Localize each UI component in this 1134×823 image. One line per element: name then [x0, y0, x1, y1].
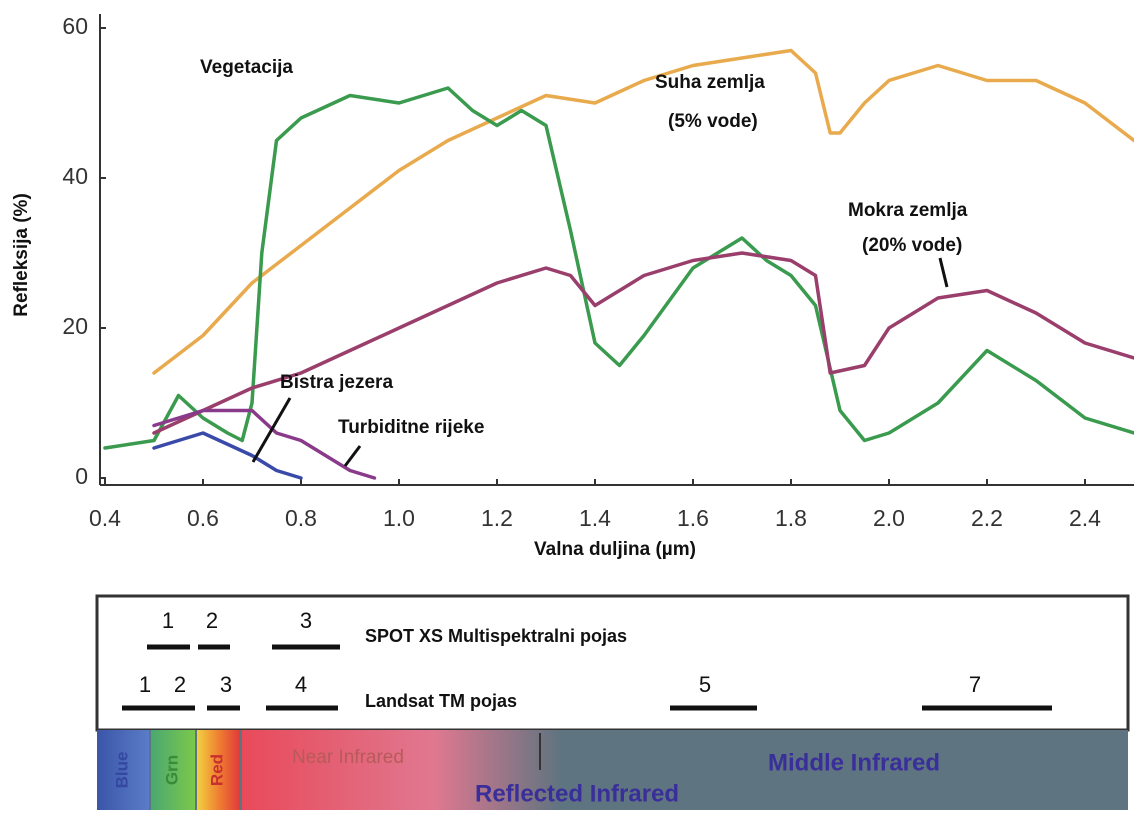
landsat-band-number: 3: [220, 672, 232, 697]
landsat-label: Landsat TM pojas: [365, 691, 517, 711]
spectrum-blue: [97, 730, 149, 810]
spot-band-number: 1: [162, 608, 174, 633]
x-tick-label: 0.6: [187, 505, 219, 531]
region-label: Grn: [162, 755, 181, 785]
x-tick-label: 1.0: [383, 505, 415, 531]
x-tick-label: 1.4: [579, 505, 611, 531]
region-label: Reflected Infrared: [475, 780, 679, 807]
x-tick-label: 2.0: [873, 505, 905, 531]
annotation: Turbiditne rijeke: [338, 417, 484, 438]
plot-area: 0 20 40 60 0.4 0.6 0.8 1.0 1.2 1.4 1.6 1.8 2.0 2.2 2.4: [62, 13, 1134, 531]
x-tick-label: 2.2: [971, 505, 1003, 531]
annotation: Mokra zemlja: [848, 200, 968, 221]
region-label: Near Infrared: [292, 747, 404, 768]
landsat-band-number: 1: [139, 672, 151, 697]
x-tick-label: 0.4: [89, 505, 121, 531]
annotation: (5% vode): [668, 111, 758, 132]
annotation: Suha zemlja: [655, 72, 765, 93]
landsat-band-number: 5: [699, 672, 711, 697]
y-tick-label: 60: [62, 13, 88, 39]
pointer: [938, 257, 949, 288]
x-axis-label: Valna duljina (µm): [534, 539, 696, 560]
y-axis-label: Refleksija (%): [11, 193, 32, 317]
y-tick-label: 40: [62, 163, 88, 189]
pointer: [343, 445, 362, 467]
landsat-band-number: 7: [969, 672, 981, 697]
series-line: [103, 86, 1134, 450]
spot-band-number: 3: [300, 608, 312, 633]
series-line: [152, 251, 1134, 435]
spot-label: SPOT XS Multispektralni pojas: [365, 626, 627, 646]
x-tick-label: 0.8: [285, 505, 317, 531]
x-tick-label: 2.4: [1069, 505, 1101, 531]
series-line: [152, 431, 303, 480]
annotation: Vegetacija: [200, 57, 293, 78]
region-label: Red: [207, 754, 226, 786]
y-tick-label: 0: [75, 463, 88, 489]
annotation: (20% vode): [862, 235, 962, 256]
pointer: [251, 397, 292, 463]
band-bars: [122, 644, 1052, 711]
landsat-band-number: 2: [174, 672, 186, 697]
region-label: Middle Infrared: [768, 749, 940, 776]
y-tick-label: 20: [62, 313, 88, 339]
x-tick-label: 1.8: [775, 505, 807, 531]
series-line: [152, 48, 1134, 375]
series-line: [152, 408, 377, 480]
x-tick-label: 1.2: [481, 505, 513, 531]
annotation-pointers: [251, 257, 949, 467]
spectrum-near-ir: [242, 730, 562, 810]
x-tick-label: 1.6: [677, 505, 709, 531]
spot-band-number: 2: [206, 608, 218, 633]
landsat-band-number: 4: [295, 672, 307, 697]
annotation: Bistra jezera: [280, 372, 393, 393]
spectrum-red: [197, 730, 240, 810]
spectrum-green: [151, 730, 195, 810]
region-label: Blue: [112, 752, 131, 789]
